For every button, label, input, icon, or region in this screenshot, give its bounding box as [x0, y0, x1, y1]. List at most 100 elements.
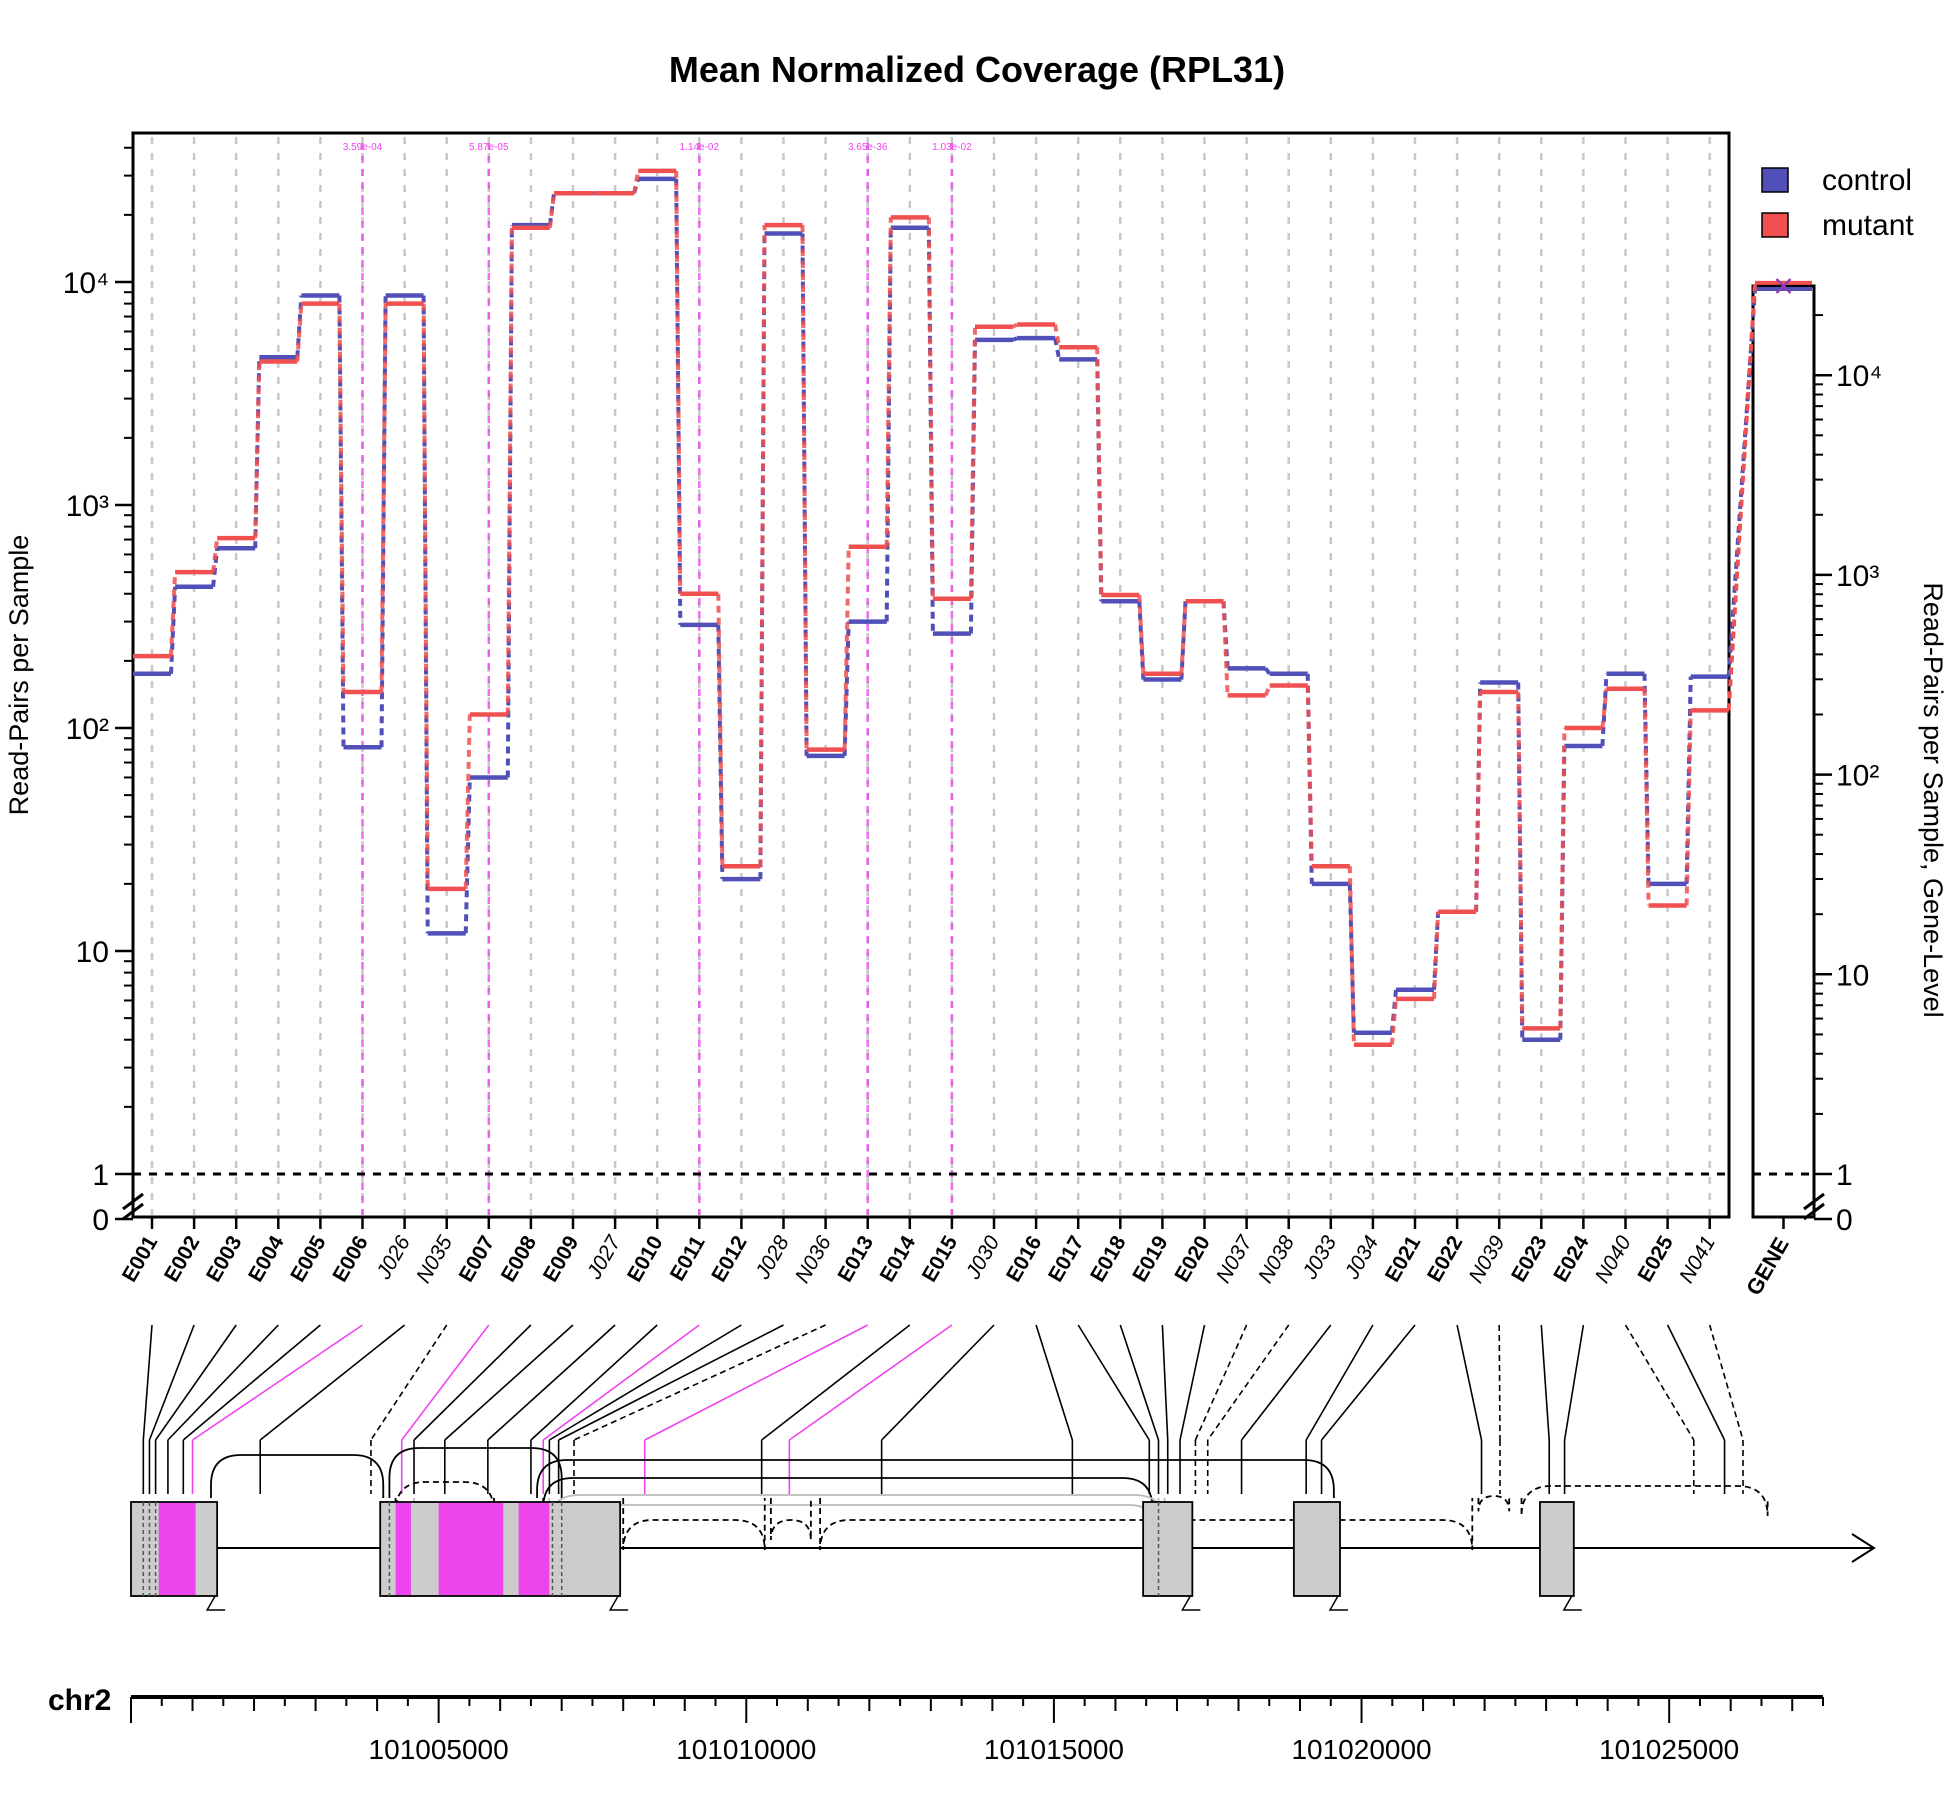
- series-mutant-connector: [1095, 347, 1104, 595]
- legend-swatch-control: [1761, 167, 1789, 193]
- legend-label-mutant: mutant: [1822, 209, 1914, 242]
- series-control-connector: [1179, 601, 1188, 680]
- genomic-tick-label: 101010000: [676, 1734, 816, 1765]
- series-mutant-connector: [842, 546, 851, 750]
- feature-link-N035: [370, 1324, 448, 1441]
- legend-label-control: control: [1822, 164, 1912, 197]
- series-control-connector: [211, 548, 220, 587]
- feature-link-E003: [154, 1324, 237, 1441]
- junction-arc: [388, 1447, 563, 1498]
- series-control-connector: [1053, 337, 1062, 360]
- series-control-connector: [295, 295, 304, 358]
- chart-title: Mean Normalized Coverage (RPL31): [669, 49, 1285, 90]
- feature-link-J028: [558, 1324, 784, 1441]
- series-mutant-connector: [632, 170, 641, 194]
- series-mutant-connector: [421, 303, 430, 889]
- junction-arc: [819, 1498, 1474, 1551]
- legend: control mutant: [1761, 164, 1914, 242]
- series-mutant-connector: [1012, 322, 1019, 329]
- series-control-connector: [1012, 336, 1018, 342]
- series-mutant-connector: [1432, 911, 1441, 999]
- block-tick: [1328, 1595, 1349, 1611]
- block-tick: [1181, 1595, 1201, 1611]
- feature-link-J033: [1240, 1324, 1332, 1441]
- feature-link-E016: [1035, 1324, 1074, 1441]
- exon-block: [1292, 1501, 1341, 1597]
- feature-link-E021: [1320, 1324, 1416, 1441]
- strand-arrow-icon: [1851, 1533, 1876, 1563]
- pvalue-label-E007: 5.87e-05: [469, 142, 509, 153]
- right-y-tick-label: 0: [1836, 1204, 1853, 1237]
- gene-level-marker: [1775, 278, 1792, 294]
- series-mutant-connector: [716, 593, 725, 867]
- right-y-tick-label: 10³: [1836, 560, 1879, 593]
- feature-link-E007: [401, 1324, 490, 1441]
- junction-arc: [622, 1498, 766, 1551]
- series-mutant-connector: [1053, 324, 1062, 348]
- right-y-tick-label: 10⁴: [1836, 360, 1882, 393]
- feature-link-J030: [881, 1324, 995, 1441]
- series-control-connector: [463, 777, 472, 934]
- feature-link-J034: [1305, 1324, 1374, 1441]
- series-mutant-connector: [1347, 866, 1356, 1045]
- genomic-tick-label: 101015000: [984, 1734, 1124, 1765]
- series-mutant-connector: [379, 303, 388, 693]
- series-mutant-connector: [926, 217, 935, 599]
- y-tick-label: 10³: [66, 490, 109, 523]
- y-tick-label: 0: [92, 1204, 109, 1237]
- feature-link-E008: [413, 1324, 532, 1441]
- feature-link-E022: [1456, 1324, 1483, 1441]
- series-mutant-connector: [337, 303, 346, 693]
- y-tick-label: 1: [92, 1159, 109, 1192]
- feature-link-E011: [542, 1324, 700, 1441]
- series-mutant-connector: [547, 193, 556, 229]
- series-mutant-connector: [1263, 684, 1272, 697]
- series-mutant-connector: [505, 227, 514, 715]
- junction-arc: [1520, 1485, 1769, 1517]
- feature-link-E009: [444, 1324, 574, 1441]
- series-mutant-connector: [1600, 688, 1609, 729]
- junction-arc: [542, 1477, 1154, 1509]
- exon-block: [1142, 1501, 1194, 1597]
- feature-link-E004: [167, 1324, 279, 1441]
- block-tick: [1562, 1595, 1582, 1611]
- series-mutant-connector: [169, 572, 178, 657]
- block-tick: [205, 1595, 226, 1611]
- series-mutant-connector: [758, 225, 767, 867]
- block-tick: [608, 1595, 629, 1611]
- series-mutant-connector: [463, 714, 472, 889]
- axis-break-mark: [1803, 1202, 1825, 1221]
- series-mutant-connector: [253, 361, 262, 539]
- series-mutant-connector: [1474, 691, 1483, 912]
- series-control-connector: [1264, 667, 1272, 676]
- feature-link-E001: [142, 1324, 153, 1441]
- exon-block: [1539, 1501, 1575, 1597]
- main-panel: 3.59e-04 5.87e-05 1.14e-02 3.65e-36 1.03e-02…: [63, 131, 1731, 1237]
- feature-link-E010: [530, 1324, 658, 1441]
- y-axis-label: Read-Pairs per Sample: [4, 535, 34, 816]
- series-control-connector: [674, 178, 683, 625]
- junction-arc: [536, 1459, 1335, 1498]
- series-mutant-connector: [295, 303, 304, 362]
- series-mutant-connector: [1305, 685, 1314, 867]
- chromosome-label: chr2: [48, 1684, 111, 1717]
- feature-link-J027: [487, 1324, 616, 1441]
- series-control-connector: [379, 295, 388, 748]
- genomic-tick-label: 101020000: [1291, 1734, 1431, 1765]
- feature-link-N039: [1498, 1324, 1501, 1441]
- significant-region: [158, 1503, 196, 1595]
- y-tick-label: 10²: [66, 713, 109, 746]
- series-mutant-connector: [1684, 710, 1693, 906]
- significant-region: [395, 1503, 411, 1595]
- feature-link-E020: [1179, 1324, 1206, 1441]
- feature-link-N040: [1624, 1324, 1695, 1441]
- series-mutant-connector: [1389, 998, 1398, 1045]
- feature-link-E014: [761, 1324, 911, 1441]
- pvalue-label-E006: 3.59e-04: [343, 142, 383, 153]
- feature-link-E006: [192, 1324, 363, 1441]
- axis-break-mark: [1803, 1192, 1825, 1211]
- pvalue-label-E015: 1.03e-02: [932, 142, 972, 153]
- right-y-tick-label: 1: [1836, 1159, 1853, 1192]
- series-control-connector: [421, 295, 430, 934]
